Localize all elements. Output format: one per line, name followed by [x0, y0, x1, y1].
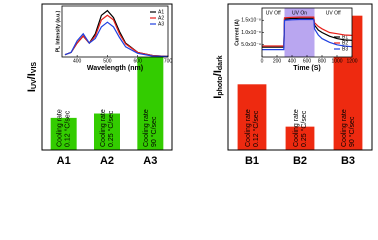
bar-label: 0.12 °C/sec [252, 110, 260, 147]
bar [50, 117, 77, 150]
bar-label: Cooling rate [245, 109, 252, 147]
y-tick-label: 5.0x10⁻⁹ [241, 42, 261, 48]
y-axis-title-part: photo [217, 76, 224, 95]
x-tick-label: 200 [273, 58, 282, 64]
x-tick-label: A2 [100, 155, 114, 167]
y-axis-title-part: VIS [31, 62, 38, 74]
legend-label: A2 [158, 15, 164, 21]
y-tick-label: 1.5x10⁻⁸ [241, 18, 261, 24]
bar-label: Cooling rate [57, 109, 64, 147]
legend-label: A3 [158, 21, 164, 27]
y-axis-title-part: /I [26, 73, 38, 79]
y-axis-title: Current (A) [234, 19, 240, 46]
bar-label: 0.12 °C/sec [64, 110, 72, 147]
legend-label: B3 [342, 46, 348, 52]
y-axis-title: Iphoto/Idark [212, 55, 224, 99]
y-axis-title-part: I [26, 89, 38, 92]
y-tick-label: 1.0x10⁻⁸ [241, 30, 261, 36]
series-line [262, 18, 353, 51]
x-tick-label: B2 [293, 155, 307, 167]
x-tick-label: A3 [143, 155, 157, 167]
bar-label: Cooling rate [100, 109, 107, 147]
x-tick-label: 700 [164, 58, 173, 64]
legend-label: B1 [342, 34, 348, 40]
x-tick-label: 1000 [331, 58, 342, 64]
y-axis-title-part: /I [212, 70, 224, 76]
x-tick-label: 600 [303, 58, 312, 64]
annotation: UV Off [266, 10, 282, 16]
bar-label: 0.25 °C/sec [107, 110, 115, 147]
bar-label: Cooling rate [293, 109, 300, 147]
bar-label: 90 °C/sec [348, 116, 356, 147]
inset-bg [62, 6, 168, 57]
y-axis-title-part: I [212, 96, 224, 99]
y-axis-title-part: dark [217, 55, 224, 70]
uv-region [284, 8, 315, 57]
x-tick-label: 400 [288, 58, 297, 64]
plot-frame [227, 3, 373, 151]
series-line [64, 14, 169, 58]
bar-label: Cooling rate [341, 109, 348, 147]
plot-frame [41, 3, 173, 151]
legend-label: B2 [342, 40, 348, 46]
y-axis-title-part: UV [31, 79, 38, 89]
bar [94, 113, 120, 150]
annotation: UV Off [326, 10, 342, 16]
x-tick-label: A1 [57, 155, 71, 167]
x-tick-label: 1200 [346, 58, 357, 64]
x-tick-label: B3 [341, 155, 355, 167]
x-tick-label: 800 [318, 58, 327, 64]
series-line [64, 21, 169, 58]
x-axis-title: Time (S) [293, 65, 321, 72]
inset-frame [61, 5, 169, 58]
x-tick-label: 500 [103, 58, 112, 64]
x-tick-label: 0 [261, 58, 264, 64]
x-tick-label: 400 [73, 58, 82, 64]
y-axis-title: IUV/IVIS [26, 62, 38, 93]
series-line [262, 17, 353, 48]
bar [285, 126, 315, 150]
bar [237, 84, 267, 150]
annotation: UV On [292, 10, 307, 16]
y-axis-title: PL Intensity (a.u.) [55, 10, 61, 52]
x-tick-label: 600 [134, 58, 143, 64]
x-axis-title: Wavelength (nm) [87, 65, 143, 72]
x-tick-label: B1 [245, 155, 259, 167]
bar-label: Cooling rate [143, 109, 150, 147]
bar-label: 90 °C/sec [150, 116, 158, 147]
series-line [262, 16, 353, 47]
bar-label: 0.25 °C/sec [300, 110, 308, 147]
legend-label: A1 [158, 9, 164, 15]
